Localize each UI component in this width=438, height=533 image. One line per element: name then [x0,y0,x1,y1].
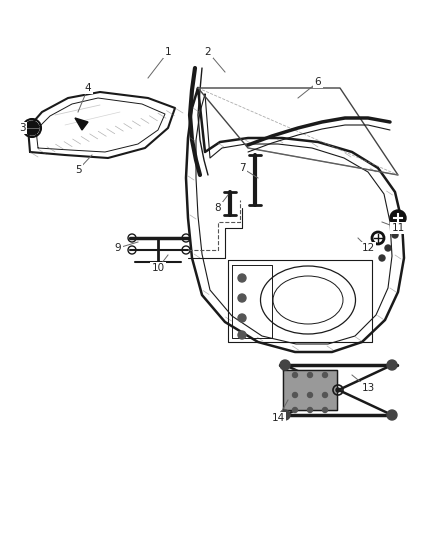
Circle shape [280,410,290,420]
Text: 13: 13 [361,383,374,393]
Text: 2: 2 [205,47,211,57]
Circle shape [387,360,397,370]
Circle shape [238,314,246,322]
Circle shape [280,360,290,370]
Circle shape [322,373,328,377]
Circle shape [238,294,246,302]
Text: 6: 6 [314,77,321,87]
Circle shape [322,392,328,398]
Circle shape [293,373,297,377]
Circle shape [307,373,312,377]
Circle shape [293,408,297,413]
Text: 7: 7 [239,163,245,173]
Circle shape [379,255,385,261]
Text: 3: 3 [19,123,25,133]
Text: 10: 10 [152,263,165,273]
Circle shape [387,410,397,420]
Text: 1: 1 [165,47,171,57]
Circle shape [392,232,398,238]
Circle shape [336,388,340,392]
Circle shape [293,392,297,398]
Text: 11: 11 [392,223,405,233]
Text: 9: 9 [115,243,121,253]
Text: 14: 14 [272,413,285,423]
Circle shape [307,408,312,413]
Circle shape [238,274,246,282]
Text: 12: 12 [361,243,374,253]
Text: 8: 8 [215,203,221,213]
Circle shape [25,121,39,135]
Polygon shape [75,118,88,130]
Circle shape [390,210,406,226]
Circle shape [307,392,312,398]
Circle shape [238,331,246,339]
Circle shape [322,408,328,413]
Text: 4: 4 [85,83,91,93]
Circle shape [385,245,391,251]
Text: 5: 5 [75,165,81,175]
Polygon shape [283,370,337,410]
